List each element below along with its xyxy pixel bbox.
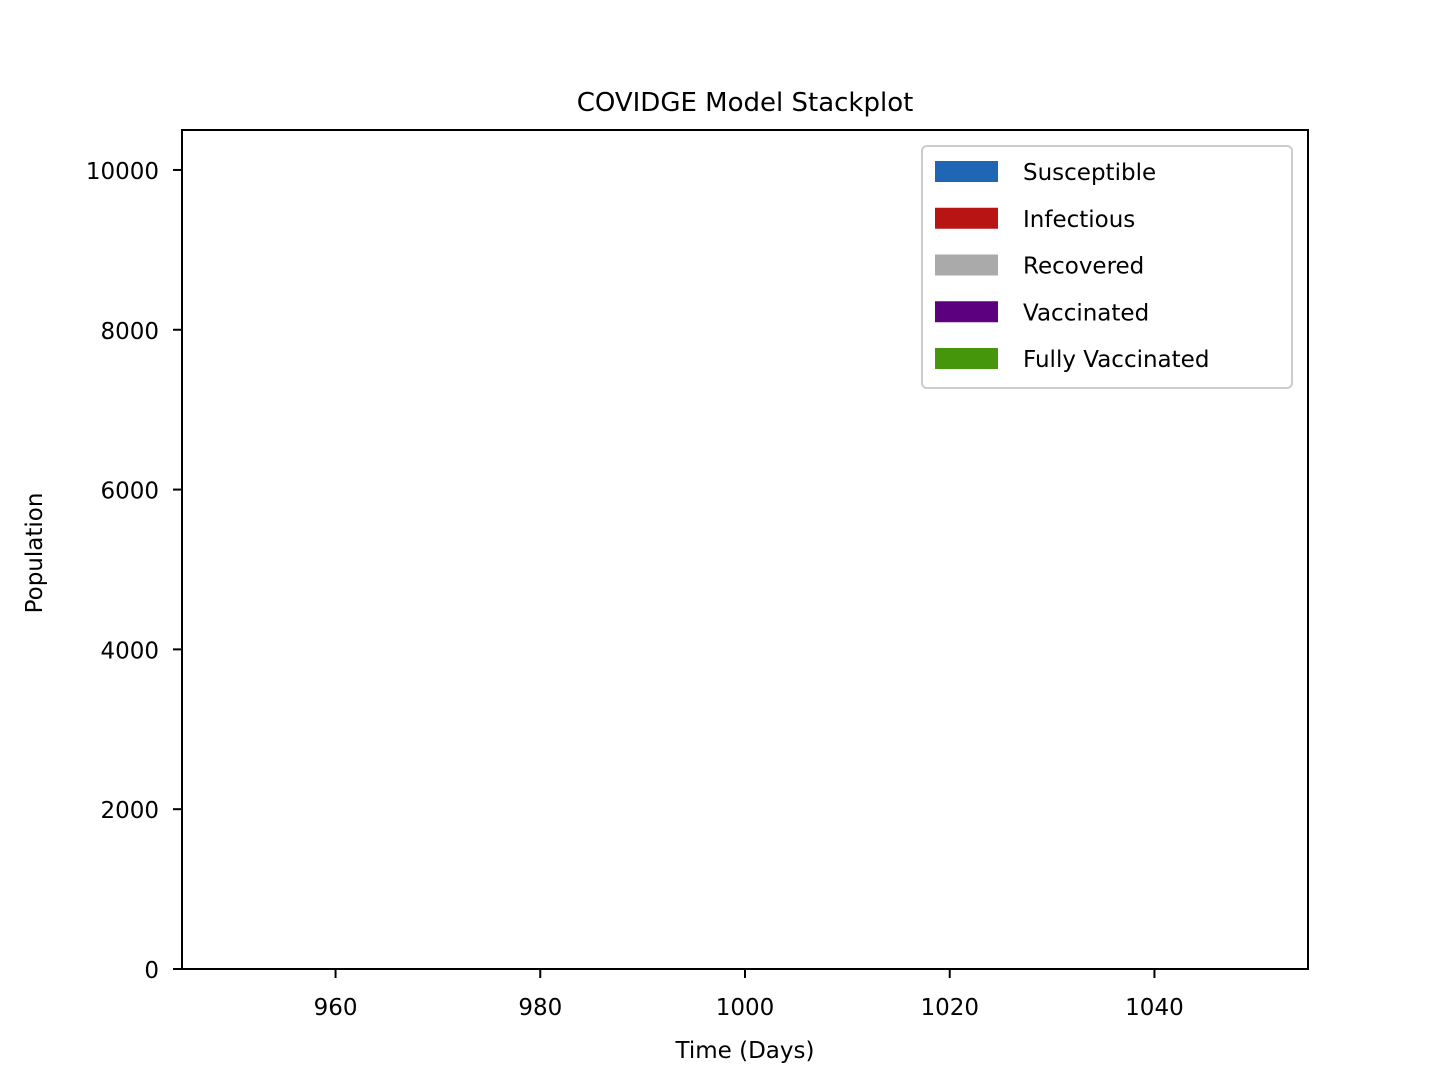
legend-label: Infectious — [1023, 207, 1135, 233]
legend-label: Susceptible — [1023, 160, 1156, 186]
y-axis-label: Population — [22, 493, 48, 614]
x-tick-label: 960 — [314, 995, 358, 1021]
x-tick-label: 1000 — [716, 995, 775, 1021]
legend-swatch — [935, 301, 998, 323]
legend-swatch — [935, 161, 998, 182]
y-tick-label: 2000 — [100, 798, 159, 824]
y-tick-label: 6000 — [100, 479, 159, 505]
chart-title: COVIDGE Model Stackplot — [577, 88, 914, 118]
legend-items: Susceptible Infectious Recovered Vaccinated… — [935, 160, 1209, 373]
legend-label: Vaccinated — [1023, 300, 1149, 326]
legend-box — [921, 145, 1293, 389]
legend-swatch — [935, 254, 998, 276]
y-tick-label: 4000 — [100, 638, 159, 664]
legend-label: Fully Vaccinated — [1023, 347, 1209, 373]
y-tick-label: 8000 — [100, 319, 159, 345]
legend-label: Recovered — [1023, 254, 1144, 280]
y-tick-label: 10000 — [86, 159, 159, 185]
x-axis-label: Time (Days) — [675, 1038, 815, 1064]
x-tick-label: 1020 — [920, 995, 979, 1021]
y-axis-ticks: 0 2000 4000 6000 8000 10000 — [86, 159, 182, 984]
legend-swatch — [935, 348, 998, 369]
x-tick-label: 1040 — [1125, 995, 1184, 1021]
legend: Susceptible Infectious Recovered Vaccinated… — [921, 145, 1293, 389]
x-axis-ticks: 960 980 1000 1020 1040 — [314, 969, 1184, 1021]
legend-swatch — [935, 207, 998, 229]
x-tick-label: 980 — [518, 995, 562, 1021]
y-tick-label: 0 — [144, 958, 159, 984]
plot-frame — [181, 129, 1309, 970]
